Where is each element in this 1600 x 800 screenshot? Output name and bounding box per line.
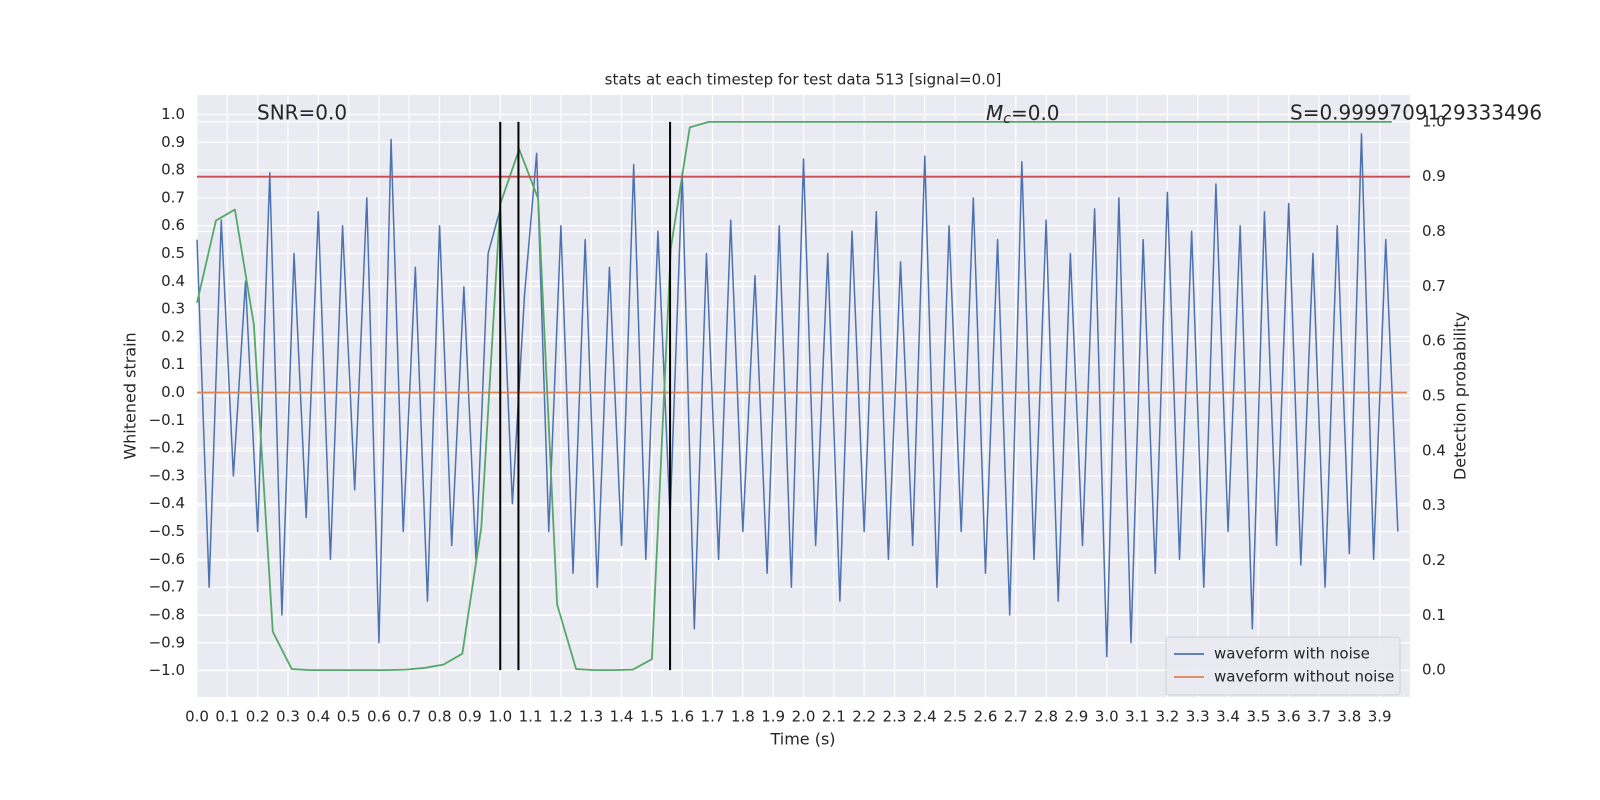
x-tick-label: 0.4 — [306, 708, 330, 726]
legend-label: waveform without noise — [1214, 668, 1394, 686]
x-tick-label: 0.0 — [185, 708, 209, 726]
x-tick-label: 3.6 — [1277, 708, 1301, 726]
x-tick-label: 1.2 — [549, 708, 573, 726]
x-tick-label: 1.1 — [519, 708, 543, 726]
y-tick-label: 0.4 — [161, 272, 185, 290]
x-tick-label: 2.5 — [943, 708, 967, 726]
x-tick-label: 3.2 — [1155, 708, 1179, 726]
x-tick-label: 3.1 — [1125, 708, 1149, 726]
y-tick-label: 0.7 — [161, 188, 185, 206]
y2-tick-label: 0.4 — [1422, 441, 1446, 459]
x-tick-label: 3.9 — [1368, 708, 1392, 726]
x-tick-label: 0.3 — [276, 708, 300, 726]
y-tick-label: −0.7 — [149, 578, 185, 596]
x-tick-label: 3.3 — [1186, 708, 1210, 726]
x-tick-label: 3.4 — [1216, 708, 1240, 726]
x-tick-label: 1.0 — [488, 708, 512, 726]
x-tick-label: 2.0 — [792, 708, 816, 726]
y-tick-label: 0.0 — [161, 383, 185, 401]
legend-box — [1165, 636, 1401, 696]
x-tick-label: 2.2 — [852, 708, 876, 726]
x-tick-label: 2.4 — [913, 708, 937, 726]
x-tick-label: 0.8 — [428, 708, 452, 726]
x-tick-label: 3.8 — [1337, 708, 1361, 726]
legend: waveform with noise waveform without nois… — [1165, 636, 1401, 696]
y2-tick-label: 0.5 — [1422, 387, 1446, 405]
x-tick-label: 2.1 — [822, 708, 846, 726]
y2-tick-label: 1.0 — [1422, 112, 1446, 130]
x-tick-label: 2.9 — [1064, 708, 1088, 726]
x-tick-label: 0.5 — [337, 708, 361, 726]
x-tick-label: 3.0 — [1095, 708, 1119, 726]
y-tick-label: 0.8 — [161, 161, 185, 179]
x-axis-label: Time (s) — [769, 730, 835, 749]
y-tick-label: 0.9 — [161, 133, 185, 151]
y-tick-label: −0.2 — [149, 439, 185, 457]
x-tick-label: 2.3 — [883, 708, 907, 726]
y2-axis-label: Detection probability — [1451, 312, 1470, 480]
y-tick-label: −0.1 — [149, 411, 185, 429]
x-tick-label: 1.8 — [731, 708, 755, 726]
x-tick-label: 1.6 — [670, 708, 694, 726]
y-tick-label: −0.8 — [149, 605, 185, 623]
y-tick-label: −0.5 — [149, 522, 185, 540]
y2-tick-label: 0.7 — [1422, 277, 1446, 295]
y2-tick-label: 0.8 — [1422, 222, 1446, 240]
chart-title: stats at each timestep for test data 513… — [605, 71, 1002, 89]
x-tick-label: 2.8 — [1034, 708, 1058, 726]
annotation: SNR=0.0 — [257, 101, 347, 125]
x-tick-label: 2.7 — [1004, 708, 1028, 726]
y2-tick-label: 0.2 — [1422, 551, 1446, 569]
x-tick-label: 0.7 — [397, 708, 421, 726]
y-tick-label: 0.2 — [161, 327, 185, 345]
y-tick-label: −0.9 — [149, 633, 185, 651]
x-tick-label: 3.5 — [1246, 708, 1270, 726]
x-tick-label: 2.6 — [974, 708, 998, 726]
y2-tick-label: 0.6 — [1422, 332, 1446, 350]
x-tick-label: 1.7 — [701, 708, 725, 726]
y-tick-label: 0.1 — [161, 355, 185, 373]
x-tick-label: 0.2 — [246, 708, 270, 726]
y-tick-label: 1.0 — [161, 105, 185, 123]
y-tick-label: −1.0 — [149, 661, 185, 679]
y-tick-label: 0.3 — [161, 300, 185, 318]
y2-tick-label: 0.9 — [1422, 167, 1446, 185]
series-line — [196, 120, 1392, 672]
x-tick-label: 1.4 — [610, 708, 634, 726]
series-line — [196, 133, 1399, 658]
annotation-text: =0.0 — [1011, 101, 1060, 125]
x-tick-label: 1.3 — [579, 708, 603, 726]
y2-tick-label: 0.1 — [1422, 606, 1446, 624]
annotation-symbol: M — [986, 101, 1003, 125]
x-tick-label: 0.6 — [367, 708, 391, 726]
x-tick-label: 1.9 — [761, 708, 785, 726]
marks — [196, 120, 1410, 672]
y-tick-label: 0.5 — [161, 244, 185, 262]
y-tick-label: −0.3 — [149, 466, 185, 484]
x-tick-label: 0.1 — [215, 708, 239, 726]
y-axis-label: Whitened strain — [121, 332, 140, 459]
x-tick-label: 3.7 — [1307, 708, 1331, 726]
legend-label: waveform with noise — [1214, 645, 1370, 663]
annotation: Mc=0.0 — [986, 101, 1060, 128]
annotation-subscript: c — [1003, 111, 1011, 127]
y2-tick-label: 0.3 — [1422, 496, 1446, 514]
x-tick-label: 1.5 — [640, 708, 664, 726]
y-tick-label: −0.4 — [149, 494, 185, 512]
y-tick-label: −0.6 — [149, 550, 185, 568]
x-tick-label: 0.9 — [458, 708, 482, 726]
annotation: S=0.9999709129333496 — [1290, 101, 1542, 125]
y-tick-label: 0.6 — [161, 216, 185, 234]
y2-tick-label: 0.0 — [1422, 661, 1446, 679]
